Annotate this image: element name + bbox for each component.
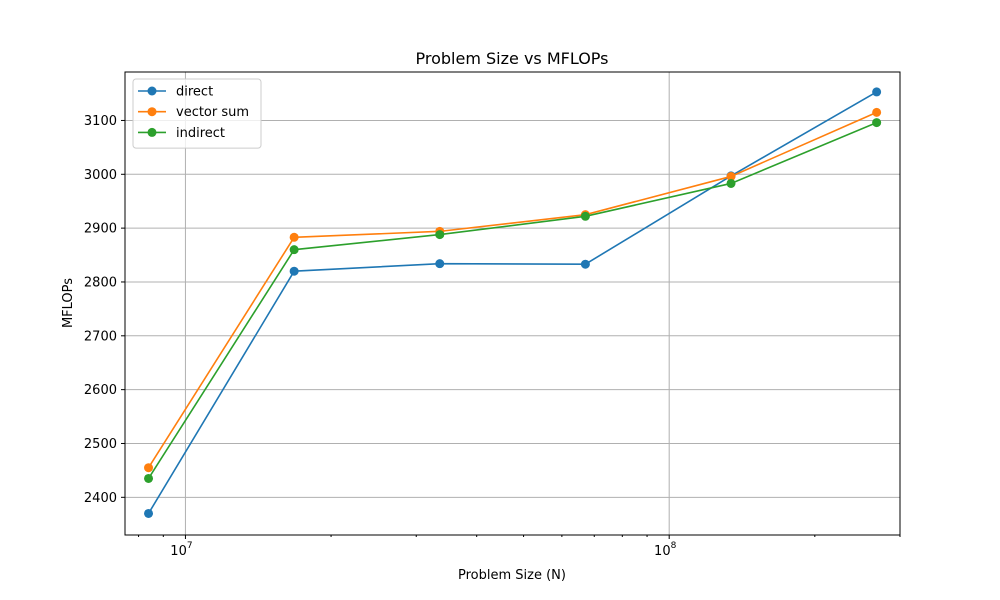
plot-frame: [124, 71, 901, 536]
y-tick-label: 2900: [84, 222, 117, 237]
data-point: [726, 171, 736, 181]
legend-label: vector sum: [176, 105, 249, 120]
chart-title: Problem Size vs MFLOPs: [416, 49, 609, 68]
x-tick-label: 108: [654, 541, 677, 559]
axes: 2400 2500 2600 2700 2800 2900 3000 3100 107 108: [84, 114, 901, 559]
series-line: [147, 111, 877, 469]
x-tick-label: 107: [170, 541, 192, 559]
legend: direct vector sum indirect: [132, 78, 262, 149]
grid-lines: [125, 72, 900, 535]
data-point: [289, 266, 299, 276]
series-line: [147, 121, 877, 479]
series-line: [147, 91, 878, 514]
data-point: [144, 463, 154, 473]
data-point: [144, 473, 154, 483]
data-point: [144, 508, 154, 518]
legend-marker: [147, 107, 157, 117]
legend-label: direct: [176, 85, 213, 100]
x-axis-label: Problem Size (N): [458, 568, 566, 583]
data-point: [289, 232, 299, 242]
y-tick-label: 3100: [84, 114, 117, 129]
data-point: [580, 259, 590, 269]
y-tick-label: 3000: [84, 168, 117, 183]
data-point: [726, 178, 736, 188]
y-tick-label: 2700: [84, 329, 117, 344]
data-point: [872, 107, 882, 117]
y-tick-label: 2600: [84, 383, 117, 398]
data-point: [872, 118, 882, 128]
y-tick-label: 2500: [84, 437, 117, 452]
data-series: [144, 87, 882, 518]
legend-box: [132, 78, 262, 149]
data-point: [435, 259, 445, 269]
data-point: [435, 230, 445, 240]
y-axis-label: MFLOPs: [61, 278, 76, 328]
data-point: [580, 211, 590, 221]
y-tick-label: 2800: [84, 275, 117, 290]
data-point: [872, 87, 882, 97]
legend-label: indirect: [176, 126, 225, 141]
data-point: [289, 245, 299, 255]
y-tick-label: 2400: [84, 491, 117, 506]
legend-marker: [147, 86, 157, 96]
legend-marker: [147, 127, 157, 137]
